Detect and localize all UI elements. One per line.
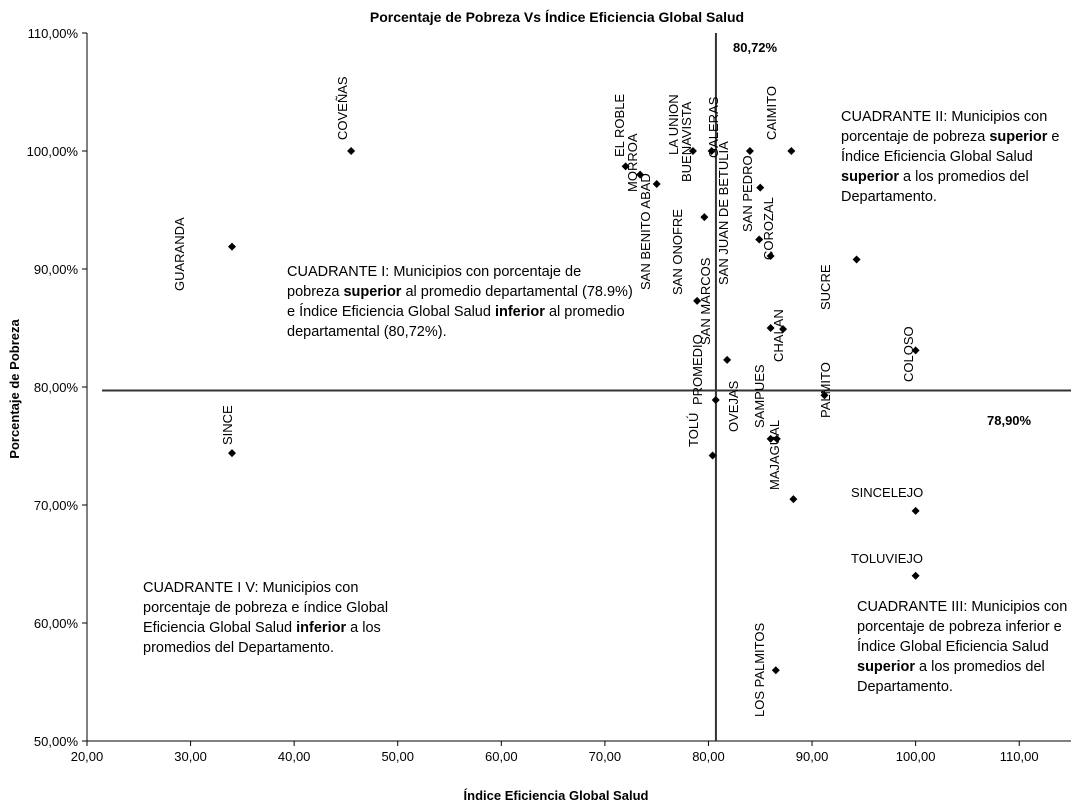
x-tick-label: 80,00: [692, 749, 725, 764]
x-tick-label: 110,00: [1000, 749, 1039, 764]
point-label: COVEÑAS: [335, 76, 350, 140]
point-label: SAMPUES: [752, 364, 767, 428]
point-label: EL ROBLE: [612, 94, 627, 157]
point-tolu: [708, 451, 717, 460]
point-label: SAN BENITO ABAD: [638, 173, 653, 290]
y-tick-label: 80,00%: [34, 380, 79, 395]
point-label: SINCE: [220, 405, 235, 445]
point-label: COLOSO: [901, 326, 916, 382]
quadrant-1-note: CUADRANTE I: Municipios con porcentaje d…: [287, 264, 633, 340]
point-san-marcos: [693, 296, 702, 305]
point-label: LA UNION: [666, 94, 681, 155]
y-tick-label: 90,00%: [34, 262, 79, 277]
point-unlabeled: [766, 324, 775, 332]
x-tick-label: 70,00: [589, 749, 622, 764]
quadrant-2-note: CUADRANTE II: Municipios con porcentaje …: [841, 109, 1060, 205]
point-label: MORROA: [625, 133, 640, 192]
x-tick-label: 100,00: [896, 749, 936, 764]
point-guaranda: [228, 242, 237, 251]
x-tick-label: 30,00: [174, 749, 207, 764]
x-tick-label: 90,00: [796, 749, 829, 764]
chart-title: Porcentaje de Pobreza Vs Índice Eficienc…: [370, 9, 744, 25]
y-axis-title: Porcentaje de Pobreza: [7, 319, 22, 459]
point-covenas: [347, 147, 356, 155]
quadrant-3-note: CUADRANTE III: Municipios con porcentaje…: [857, 599, 1068, 695]
y-axis-ticks: 50,00% 60,00% 70,00% 80,00% 90,00% 100,00% 110…: [27, 26, 87, 749]
x-axis-title: Índice Eficiencia Global Salud: [464, 788, 649, 803]
point-label: SUCRE: [818, 264, 833, 310]
y-tick-label: 60,00%: [34, 616, 79, 631]
point-label: BUENAVISTA: [679, 101, 694, 182]
point-label: COROZAL: [761, 197, 776, 260]
point-palmito: [820, 391, 829, 400]
point-label: SINCELEJO: [851, 485, 923, 500]
point-sincelejo: [911, 506, 920, 515]
quadrant-4-note: CUADRANTE I V: Municipios con porcentaje…: [143, 580, 389, 656]
point-label: SAN PEDRO: [740, 155, 755, 232]
point-label: SAN ONOFRE: [670, 209, 685, 295]
point-san-juan-de-betulia: [755, 235, 764, 244]
point-corozal: [766, 252, 775, 261]
point-sucre: [852, 255, 861, 264]
point-ovejas: [723, 355, 732, 364]
point-san-benito-abad: [652, 180, 661, 189]
point-sampues: [766, 434, 775, 443]
point-san-pedro: [756, 183, 765, 192]
x-tick-label: 50,00: [381, 749, 414, 764]
point-label: PROMEDIO: [690, 334, 705, 405]
point-san-onofre: [700, 213, 709, 222]
point-label: MAJAGUAL: [767, 420, 782, 490]
point-label: GUARANDA: [172, 217, 187, 291]
x-axis-ticks: 20,00 30,00 40,00 50,00 60,00 70,00 80,00 90,00…: [71, 741, 1039, 764]
point-label: GALERAS: [706, 96, 721, 158]
x-tick-label: 20,00: [71, 749, 104, 764]
point-la-union: [688, 147, 697, 155]
reference-lines: [102, 33, 1071, 741]
point-los-palmitos: [771, 666, 780, 675]
y-tick-label: 100,00%: [27, 144, 79, 159]
point-buenavista: [707, 147, 716, 155]
point-galeras: [745, 147, 754, 155]
point-unlabeled: [772, 434, 781, 443]
point-el-roble: [621, 162, 630, 171]
point-label: PALMITO: [818, 362, 833, 418]
point-label: TOLÚ: [686, 413, 701, 447]
ref-x-label: 80,72%: [733, 40, 778, 55]
point-coloso: [911, 346, 920, 355]
point-label: TOLUVIEJO: [851, 551, 923, 566]
ref-y-label: 78,90%: [987, 413, 1032, 428]
point-morroa: [636, 170, 645, 179]
point-since: [228, 449, 237, 458]
point-toluviejo: [911, 571, 920, 580]
point-label: CAIMITO: [764, 86, 779, 140]
point-label: SAN MARCOS: [698, 257, 713, 345]
x-tick-label: 60,00: [485, 749, 518, 764]
point-label: CHALAN: [771, 309, 786, 362]
point-chalan: [779, 325, 788, 334]
y-tick-label: 50,00%: [34, 734, 79, 749]
y-tick-label: 110,00%: [28, 26, 79, 41]
point-label: LOS PALMITOS: [752, 623, 767, 717]
point-promedio: [711, 395, 720, 404]
point-caimito: [787, 147, 796, 155]
y-tick-label: 70,00%: [34, 498, 79, 513]
point-majagual: [789, 495, 798, 504]
x-tick-label: 40,00: [278, 749, 311, 764]
point-label: SAN JUAN DE BETULIA: [716, 141, 731, 285]
point-label: OVEJAS: [726, 380, 741, 432]
